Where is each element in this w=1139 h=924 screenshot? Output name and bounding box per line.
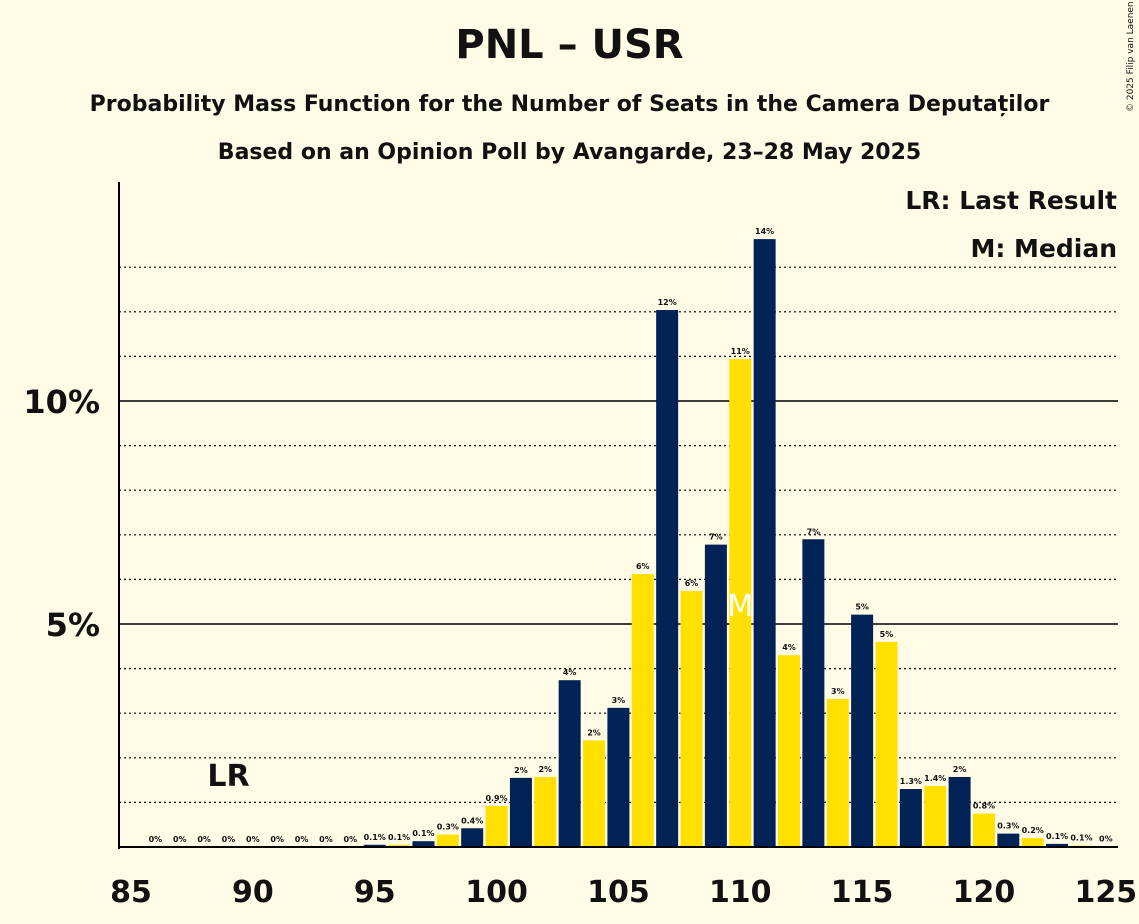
- bar: [558, 680, 581, 847]
- last-result-marker: LR: [207, 759, 249, 794]
- bar: [899, 789, 922, 847]
- bar: [1021, 838, 1044, 847]
- data-label: 0.1%: [388, 833, 410, 842]
- y-tick-label: 10%: [23, 383, 100, 421]
- bar: [802, 539, 825, 847]
- bar: [729, 359, 752, 847]
- data-label: 0%: [270, 835, 284, 844]
- data-label: 0%: [344, 835, 358, 844]
- bar: [753, 239, 776, 848]
- data-label: 0.4%: [461, 816, 483, 825]
- data-label: 1.4%: [924, 774, 946, 783]
- bar: [997, 833, 1020, 847]
- bar: [363, 844, 386, 847]
- legend-entry: M: Median: [970, 234, 1117, 263]
- x-tick-label: 95: [354, 875, 396, 910]
- data-label: 2%: [538, 765, 552, 774]
- bar: [875, 641, 898, 847]
- chart-title: PNL – USR: [455, 22, 684, 68]
- data-label: 0.9%: [485, 794, 507, 803]
- data-label: 6%: [685, 579, 699, 588]
- median-marker: M: [727, 589, 753, 624]
- data-label: 2%: [953, 765, 967, 774]
- bar: [680, 590, 703, 847]
- bar: [826, 698, 849, 847]
- data-label: 3%: [612, 696, 626, 705]
- data-label: 2%: [514, 766, 528, 775]
- data-label: 12%: [658, 298, 677, 307]
- data-label: 0%: [295, 835, 309, 844]
- data-label: 7%: [709, 533, 723, 542]
- bar: [1046, 843, 1069, 847]
- data-label: 14%: [755, 227, 774, 236]
- bar: [485, 805, 508, 847]
- data-label: 4%: [782, 643, 796, 652]
- bar: [778, 655, 800, 847]
- data-label: 0%: [319, 835, 333, 844]
- bar: [948, 776, 971, 847]
- data-label: 5%: [855, 603, 869, 612]
- data-label: 0.1%: [1046, 832, 1068, 841]
- x-tick-label: 90: [232, 875, 274, 910]
- bar: [436, 834, 459, 847]
- bar: [534, 776, 557, 847]
- data-label: 4%: [563, 668, 577, 677]
- data-label: 0%: [149, 835, 163, 844]
- bar: [583, 740, 606, 847]
- data-label: 5%: [880, 630, 894, 639]
- data-label: 11%: [731, 347, 750, 356]
- data-label: 0.8%: [973, 802, 995, 811]
- legend-entry: LR: Last Result: [905, 186, 1117, 215]
- bar: [412, 841, 435, 847]
- bar: [461, 828, 484, 847]
- bar: [851, 614, 874, 847]
- bar: [924, 785, 947, 847]
- x-tick-label: 105: [587, 875, 650, 910]
- data-label: 0%: [246, 835, 260, 844]
- data-label: 0.3%: [997, 822, 1019, 831]
- data-label: 7%: [807, 527, 821, 536]
- chart-subtitle: Probability Mass Function for the Number…: [89, 92, 1050, 117]
- data-label: 0%: [197, 835, 211, 844]
- data-label: 0.1%: [412, 829, 434, 838]
- data-label: 0.3%: [437, 823, 459, 832]
- bar: [656, 310, 679, 847]
- x-tick-label: 100: [465, 875, 528, 910]
- data-label: 0%: [222, 835, 236, 844]
- data-label: 0%: [173, 835, 187, 844]
- data-label: 0.1%: [364, 833, 386, 842]
- data-label: 6%: [636, 562, 650, 571]
- x-tick-label: 110: [709, 875, 772, 910]
- x-tick-label: 125: [1075, 875, 1138, 910]
- data-label: 3%: [831, 687, 845, 696]
- data-label: 1.3%: [900, 777, 922, 786]
- chart-subtitle-source: Based on an Opinion Poll by Avangarde, 2…: [217, 140, 922, 165]
- bar: [972, 813, 995, 847]
- data-label: 0.2%: [1022, 826, 1044, 835]
- x-tick-label: 115: [831, 875, 894, 910]
- data-label: 0%: [1099, 835, 1113, 844]
- x-tick-label: 120: [953, 875, 1016, 910]
- bar: [704, 544, 727, 847]
- bar: [631, 574, 654, 847]
- x-tick-label: 85: [110, 875, 152, 910]
- data-label: 2%: [587, 728, 601, 737]
- y-tick-label: 5%: [46, 606, 100, 644]
- bar: [607, 707, 630, 847]
- bar: [388, 844, 411, 847]
- bar: [509, 777, 532, 847]
- data-label: 0.1%: [1070, 834, 1092, 843]
